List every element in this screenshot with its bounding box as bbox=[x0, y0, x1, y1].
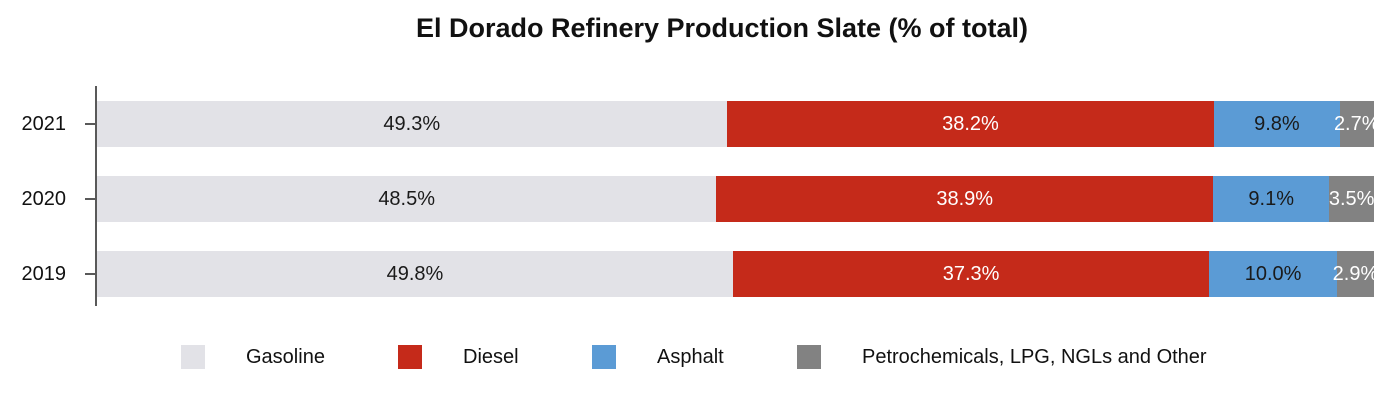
bar-segment-value: 2.9% bbox=[1332, 262, 1379, 285]
legend-item-diesel: Diesel bbox=[398, 345, 519, 369]
legend-swatch-icon bbox=[398, 345, 422, 369]
bar-segment-value: 49.3% bbox=[383, 112, 441, 135]
bar-segment-value: 9.1% bbox=[1248, 187, 1294, 210]
y-axis-label-2019: 2019 bbox=[21, 263, 67, 285]
y-axis-line bbox=[95, 86, 97, 306]
legend-swatch-icon bbox=[797, 345, 821, 369]
legend-swatch-icon bbox=[592, 345, 616, 369]
bar-segment-value: 38.2% bbox=[942, 112, 999, 135]
legend-label: Diesel bbox=[463, 346, 519, 368]
bar-segment-value: 2.7% bbox=[1333, 112, 1380, 135]
bar-segment-2021-gasoline: 49.3% bbox=[97, 101, 727, 147]
bar-row-2019: 49.8% 37.3% 10.0% 2.9% bbox=[97, 251, 1378, 297]
legend-label: Gasoline bbox=[246, 346, 325, 368]
y-axis-tick bbox=[85, 198, 96, 200]
bar-segment-2020-diesel: 38.9% bbox=[716, 176, 1214, 222]
y-axis-tick bbox=[85, 273, 96, 275]
bar-segment-value: 49.8% bbox=[386, 262, 444, 285]
legend-label: Asphalt bbox=[657, 346, 724, 368]
bar-row-2020: 48.5% 38.9% 9.1% 3.5% bbox=[97, 176, 1374, 222]
legend-item-petrochemicals-lpg-ngls-and-other: Petrochemicals, LPG, NGLs and Other bbox=[797, 345, 1207, 369]
bar-segment-value: 38.9% bbox=[936, 187, 994, 210]
bar-segment-2019-diesel: 37.3% bbox=[732, 251, 1210, 297]
bar-segment-value: 37.3% bbox=[942, 262, 1000, 285]
bar-segment-2020-petrochemicals-lpg-ngls-and-other: 3.5% bbox=[1329, 176, 1374, 222]
bar-segment-2019-asphalt: 10.0% bbox=[1209, 251, 1337, 297]
bar-segment-2020-asphalt: 9.1% bbox=[1213, 176, 1330, 222]
bar-row-2021: 49.3% 38.2% 9.8% 2.7% bbox=[97, 101, 1380, 147]
legend-item-asphalt: Asphalt bbox=[592, 345, 724, 369]
legend-item-gasoline: Gasoline bbox=[181, 345, 325, 369]
bar-segment-value: 3.5% bbox=[1328, 187, 1375, 210]
bar-segment-2019-petrochemicals-lpg-ngls-and-other: 2.9% bbox=[1333, 251, 1378, 297]
bar-segment-value: 48.5% bbox=[378, 187, 436, 210]
bar-segment-value: 10.0% bbox=[1244, 262, 1302, 285]
bar-segment-2019-gasoline: 49.8% bbox=[97, 251, 733, 297]
legend: Gasoline Diesel Asphalt Petrochemicals, LPG… bbox=[0, 345, 1392, 369]
bar-segment-2021-petrochemicals-lpg-ngls-and-other: 2.7% bbox=[1334, 101, 1380, 147]
bar-segment-2021-diesel: 38.2% bbox=[726, 101, 1215, 147]
legend-swatch-icon bbox=[181, 345, 205, 369]
y-axis-label-2021: 2021 bbox=[21, 113, 67, 135]
chart-title: El Dorado Refinery Production Slate (% o… bbox=[415, 13, 1029, 43]
y-axis-tick bbox=[85, 123, 96, 125]
y-axis-label-2020: 2020 bbox=[21, 188, 67, 210]
bar-segment-2021-asphalt: 9.8% bbox=[1214, 101, 1340, 147]
bar-segment-2020-gasoline: 48.5% bbox=[97, 176, 717, 222]
legend-label: Petrochemicals, LPG, NGLs and Other bbox=[862, 346, 1207, 368]
bar-segment-value: 9.8% bbox=[1254, 112, 1300, 135]
